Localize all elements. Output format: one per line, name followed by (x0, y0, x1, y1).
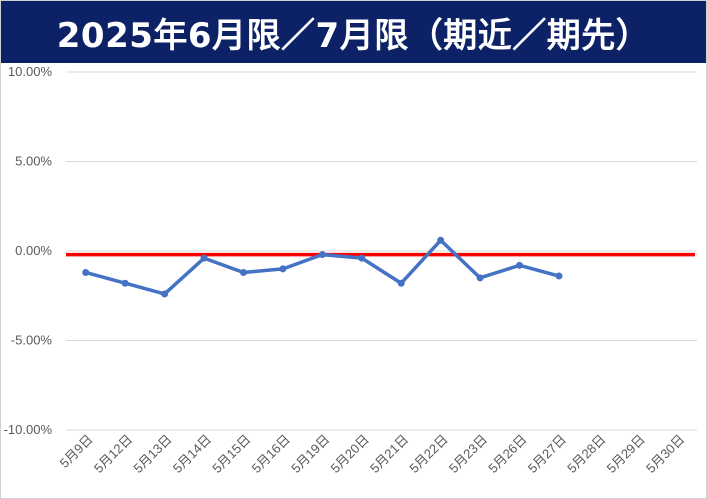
x-tick: 5月22日 (406, 432, 450, 476)
x-tick-label: 5月26日 (485, 432, 529, 476)
y-tick-label: -10.00% (4, 422, 53, 437)
data-point (358, 254, 366, 262)
y-tick-label: 0.00% (15, 243, 52, 258)
x-tick: 5月29日 (604, 432, 648, 476)
data-point (476, 274, 484, 282)
x-tick-label: 5月14日 (170, 432, 214, 476)
x-tick: 5月16日 (249, 432, 293, 476)
x-tick-label: 5月27日 (525, 432, 569, 476)
series-layer (82, 236, 563, 298)
chart-title: 2025年6月限／7月限（期近／期先） (56, 15, 651, 56)
x-tick-label: 5月12日 (91, 432, 135, 476)
x-tick: 5月12日 (91, 432, 135, 476)
data-point (239, 268, 247, 276)
data-point (397, 279, 405, 287)
x-tick: 5月19日 (288, 432, 332, 476)
x-tick-label: 5月13日 (130, 432, 174, 476)
x-tick-label: 5月16日 (249, 432, 293, 476)
x-tick: 5月30日 (643, 432, 687, 476)
x-tick: 5月21日 (367, 432, 411, 476)
data-point (161, 290, 169, 298)
x-tick-label: 5月22日 (406, 432, 450, 476)
data-point (437, 236, 445, 244)
data-point (318, 251, 326, 259)
x-tick-label: 5月28日 (564, 432, 608, 476)
x-tick-label: 5月15日 (209, 432, 253, 476)
x-tick-label: 5月21日 (367, 432, 411, 476)
y-axis-ticks: 10.00% 5.00% 0.00% -5.00% -10.00% (4, 64, 53, 437)
y-tick-label: -5.00% (11, 333, 53, 348)
y-tick-label: 10.00% (8, 64, 53, 79)
x-tick: 5月14日 (170, 432, 214, 476)
x-tick: 5月27日 (525, 432, 569, 476)
x-tick-label: 5月29日 (604, 432, 648, 476)
data-point (279, 265, 287, 273)
data-point (82, 268, 90, 276)
data-point (555, 272, 563, 280)
x-tick-label: 5月20日 (328, 432, 372, 476)
data-point (200, 254, 208, 262)
x-tick: 5月28日 (564, 432, 608, 476)
x-tick: 5月26日 (485, 432, 529, 476)
x-tick: 5月20日 (328, 432, 372, 476)
data-point (516, 261, 524, 269)
chart-title-bar: 2025年6月限／7月限（期近／期先） (1, 1, 706, 63)
x-tick: 5月13日 (130, 432, 174, 476)
x-axis-ticks: 5月9日5月12日5月13日5月14日5月15日5月16日5月19日5月20日5… (57, 432, 688, 476)
x-tick-label: 5月19日 (288, 432, 332, 476)
x-tick-label: 5月30日 (643, 432, 687, 476)
y-tick-label: 5.00% (15, 154, 52, 169)
x-tick-label: 5月23日 (446, 432, 490, 476)
x-tick: 5月23日 (446, 432, 490, 476)
data-point (121, 279, 129, 287)
series-line (85, 238, 560, 296)
x-tick: 5月15日 (209, 432, 253, 476)
gridlines (66, 71, 697, 431)
